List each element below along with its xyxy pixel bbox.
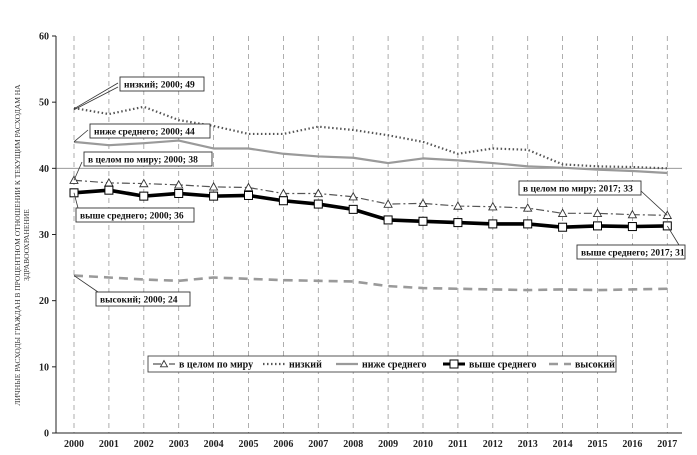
legend-label-high: высокий	[575, 360, 615, 371]
marker-world	[348, 191, 358, 201]
marker-upper-middle	[558, 222, 568, 232]
callout-box	[95, 291, 191, 307]
x-tick-label: 2013	[518, 439, 538, 450]
marker-world	[453, 201, 463, 210]
marker-upper-middle	[418, 216, 428, 226]
marker-upper-middle	[139, 191, 149, 201]
leader-line	[73, 86, 119, 111]
marker-upper-middle	[174, 188, 184, 198]
callout-box	[518, 180, 642, 196]
series-line-upper_middle	[73, 188, 668, 230]
x-tick-label: 2003	[169, 439, 189, 450]
leader-line	[666, 225, 680, 246]
marker-world	[488, 201, 498, 211]
y-axis-label-line2: ЗДРАВООХРАНЕНИЕ	[22, 209, 31, 281]
series-line-lower_middle	[73, 139, 668, 175]
callout-box	[75, 207, 195, 223]
y-tick-label: 20	[39, 296, 49, 307]
x-tick-label: 2016	[622, 439, 642, 450]
x-tick-label: 2012	[483, 439, 503, 450]
x-tick-label: 2001	[99, 439, 119, 450]
y-tick-label: 40	[39, 164, 49, 175]
annotation-a_upper_2017: выше среднего; 2017; 31	[581, 249, 685, 259]
series-lines	[73, 105, 668, 292]
marker-upper-middle	[104, 185, 114, 195]
annotation-a_upper_2000: выше среднего; 2000; 36	[80, 212, 184, 222]
marker-upper-middle	[523, 219, 533, 229]
legend-label-lower_middle: ниже среднего	[362, 360, 426, 371]
y-tick-label: 10	[39, 362, 49, 373]
legend-label-world: в целом по миру	[179, 360, 253, 371]
x-tick-label: 2009	[378, 439, 398, 450]
x-tick-label: 2017	[657, 439, 677, 450]
annotations: низкий; 2000; 49 ниже среднего; 2000; 44 в…	[73, 76, 686, 307]
marker-upper-middle	[313, 199, 323, 209]
legend-marker-world	[159, 359, 169, 368]
series-line-high	[73, 274, 668, 292]
annotation-a_world_2000: в целом по миру; 2000; 38	[88, 156, 198, 166]
legend-label-low: низкий	[289, 360, 322, 371]
leader-line	[73, 161, 83, 181]
callout-box	[576, 244, 686, 260]
x-tick-label: 2002	[134, 439, 154, 450]
marker-world	[557, 208, 568, 217]
x-tick-label: 2000	[64, 439, 84, 450]
y-tick-label: 0	[44, 429, 49, 440]
marker-upper-middle	[278, 196, 288, 206]
marker-upper-middle	[383, 215, 393, 225]
x-tick-label: 2010	[413, 439, 433, 450]
marker-upper-middle	[453, 218, 463, 228]
leader-line	[73, 192, 79, 209]
marker-world	[592, 208, 603, 217]
marker-upper-middle	[593, 221, 602, 231]
leader-line	[73, 275, 99, 293]
x-tick-label: 2006	[273, 439, 293, 450]
callout-box	[83, 151, 213, 167]
y-tick-label: 50	[39, 98, 49, 109]
annotation-a_lower_middle: ниже среднего; 2000; 44	[94, 128, 195, 138]
annotation-a_world_2017: в целом по миру; 2017; 33	[523, 185, 633, 195]
marker-world	[522, 203, 533, 212]
x-tick-label: 2014	[553, 439, 573, 450]
y-tick-label: 30	[39, 230, 49, 241]
series-line-world	[73, 179, 668, 216]
marker-world	[383, 199, 393, 208]
x-tick-label: 2015	[588, 439, 608, 450]
marker-upper-middle	[488, 219, 498, 229]
marker-world	[627, 209, 638, 219]
legend: в целом по миру низкий ниже среднего выше с…	[147, 355, 617, 373]
legend-box	[147, 355, 617, 373]
x-tick-label: 2004	[204, 439, 224, 450]
marker-world	[173, 179, 184, 189]
x-tick-label: 2011	[448, 439, 467, 450]
leader-line	[73, 82, 119, 110]
x-tick-label: 2005	[239, 439, 259, 450]
marker-world	[139, 178, 149, 188]
x-tick-label: 2008	[343, 439, 363, 450]
leader-line	[640, 190, 668, 216]
callout-box	[119, 76, 205, 92]
annotation-a_high: высокий; 2000; 24	[100, 295, 178, 306]
marker-upper-middle	[209, 191, 219, 201]
y-tick-label: 60	[39, 32, 49, 43]
marker-world	[208, 181, 219, 191]
x-tick-label: 2007	[308, 439, 328, 450]
y-axis-label-line1: ЛИЧНЫЕ РАСХОДЫ ГРАЖДАН В ПРОЦЕНТНОМ ОТНО…	[13, 84, 22, 406]
marker-upper-middle	[627, 222, 637, 232]
axes: 0 10 20 30 40 50 60 2000 2001 2002 2003 2004 2005 200…	[39, 32, 682, 450]
marker-upper-middle	[348, 204, 358, 214]
marker-world	[243, 182, 254, 192]
callout-box	[89, 123, 211, 139]
marker-upper-middle	[244, 190, 253, 200]
legend-marker-upper-middle	[449, 359, 459, 369]
grid	[56, 36, 682, 433]
marker-world	[418, 198, 428, 208]
annotation-a_low: низкий; 2000; 49	[124, 80, 195, 91]
legend-label-upper_middle: выше среднего	[469, 360, 536, 371]
marker-world	[313, 188, 324, 198]
leader-line	[73, 129, 89, 143]
